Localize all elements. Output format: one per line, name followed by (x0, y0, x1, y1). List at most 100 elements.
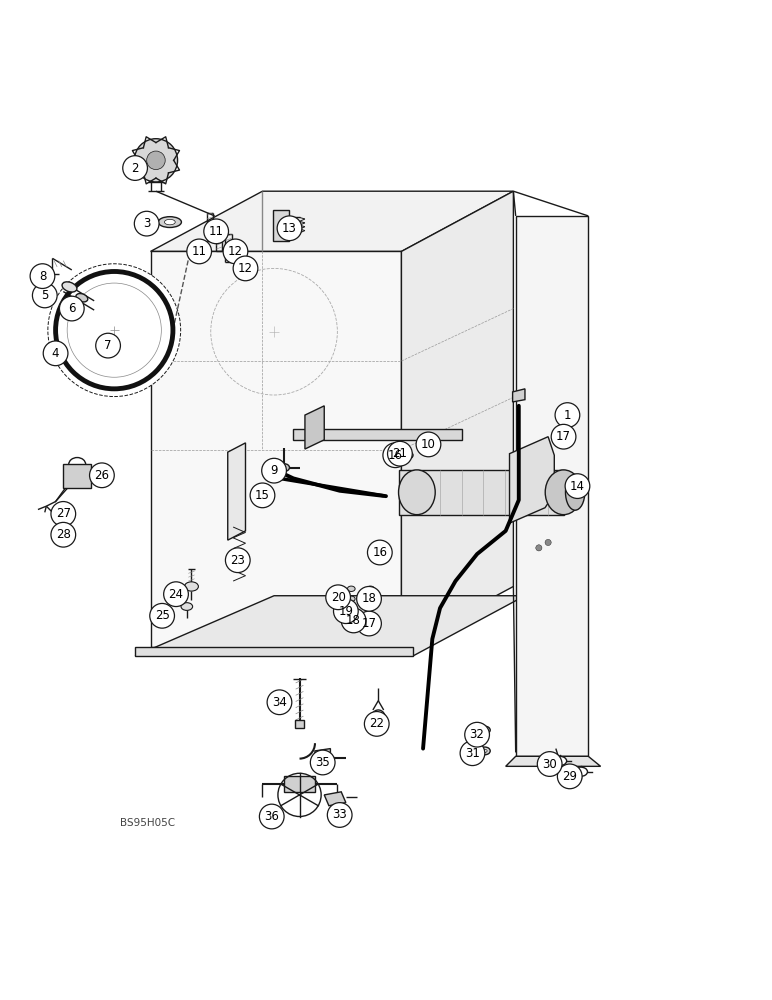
Text: 17: 17 (556, 430, 571, 443)
Polygon shape (506, 756, 601, 766)
Circle shape (134, 211, 159, 236)
Circle shape (551, 424, 576, 449)
Text: 19: 19 (338, 605, 354, 618)
Circle shape (334, 599, 358, 624)
Ellipse shape (206, 227, 223, 236)
Text: 18: 18 (346, 614, 361, 627)
Ellipse shape (479, 747, 490, 755)
Circle shape (250, 483, 275, 508)
Text: 5: 5 (41, 289, 49, 302)
Ellipse shape (574, 767, 587, 776)
Circle shape (557, 764, 582, 789)
Polygon shape (315, 749, 330, 766)
Text: 36: 36 (264, 810, 279, 823)
Text: 27: 27 (56, 507, 71, 520)
Polygon shape (516, 216, 588, 756)
Polygon shape (324, 792, 346, 806)
Circle shape (32, 283, 57, 308)
Circle shape (460, 741, 485, 766)
Circle shape (364, 712, 389, 736)
Ellipse shape (347, 586, 355, 591)
Text: 17: 17 (361, 617, 377, 630)
Text: 24: 24 (168, 588, 184, 601)
Circle shape (367, 540, 392, 565)
Polygon shape (510, 437, 554, 523)
Text: 11: 11 (208, 225, 224, 238)
Polygon shape (151, 251, 401, 647)
Text: 20: 20 (330, 591, 346, 604)
Circle shape (310, 750, 335, 775)
Text: 14: 14 (570, 480, 585, 493)
Circle shape (147, 151, 165, 170)
Text: 15: 15 (255, 489, 270, 502)
Polygon shape (293, 429, 462, 440)
Polygon shape (135, 647, 413, 656)
Circle shape (536, 545, 542, 551)
Polygon shape (513, 389, 525, 402)
Circle shape (383, 443, 408, 468)
Circle shape (262, 458, 286, 483)
Ellipse shape (185, 582, 198, 591)
Bar (63, 464, 91, 488)
Circle shape (90, 463, 114, 488)
Circle shape (416, 432, 441, 457)
Ellipse shape (398, 470, 435, 515)
Text: 1: 1 (564, 409, 571, 422)
Circle shape (223, 239, 248, 264)
Ellipse shape (402, 451, 413, 459)
Text: 16: 16 (388, 449, 403, 462)
Text: 18: 18 (361, 592, 377, 605)
Polygon shape (273, 210, 290, 241)
Text: 7: 7 (104, 339, 112, 352)
Circle shape (388, 441, 412, 466)
Circle shape (150, 603, 174, 628)
Circle shape (341, 608, 366, 633)
Ellipse shape (158, 217, 181, 227)
Circle shape (51, 522, 76, 547)
Text: 10: 10 (421, 438, 436, 451)
Text: 35: 35 (315, 756, 330, 769)
Text: 22: 22 (369, 717, 384, 730)
Text: 21: 21 (392, 447, 408, 460)
Ellipse shape (482, 749, 487, 752)
Ellipse shape (367, 586, 374, 591)
Circle shape (267, 690, 292, 715)
Circle shape (537, 752, 562, 776)
Polygon shape (228, 443, 245, 540)
Text: 34: 34 (272, 696, 287, 709)
Text: 4: 4 (52, 347, 59, 360)
Ellipse shape (482, 729, 487, 732)
Text: 25: 25 (154, 609, 170, 622)
Circle shape (225, 548, 250, 573)
Text: 9: 9 (270, 464, 278, 477)
Circle shape (96, 333, 120, 358)
Circle shape (565, 474, 590, 498)
Circle shape (48, 264, 181, 397)
Circle shape (30, 264, 55, 288)
Ellipse shape (62, 282, 77, 292)
Text: 32: 32 (469, 728, 485, 741)
Text: 29: 29 (562, 770, 577, 783)
Text: 16: 16 (372, 546, 388, 559)
Circle shape (164, 582, 188, 607)
Polygon shape (284, 776, 315, 792)
Polygon shape (135, 596, 525, 656)
Ellipse shape (553, 756, 567, 766)
Circle shape (357, 611, 381, 636)
Ellipse shape (76, 294, 88, 302)
Text: 33: 33 (332, 808, 347, 821)
Text: 6: 6 (68, 302, 76, 315)
Circle shape (59, 296, 84, 321)
Polygon shape (151, 191, 513, 251)
Ellipse shape (545, 470, 582, 515)
Text: 13: 13 (282, 222, 297, 235)
Text: 12: 12 (238, 262, 253, 275)
Ellipse shape (479, 726, 490, 734)
Circle shape (233, 256, 258, 281)
Circle shape (134, 139, 178, 182)
Ellipse shape (347, 596, 355, 602)
Text: 3: 3 (143, 217, 151, 230)
Text: 12: 12 (228, 245, 243, 258)
Ellipse shape (279, 464, 290, 471)
Circle shape (187, 239, 212, 264)
